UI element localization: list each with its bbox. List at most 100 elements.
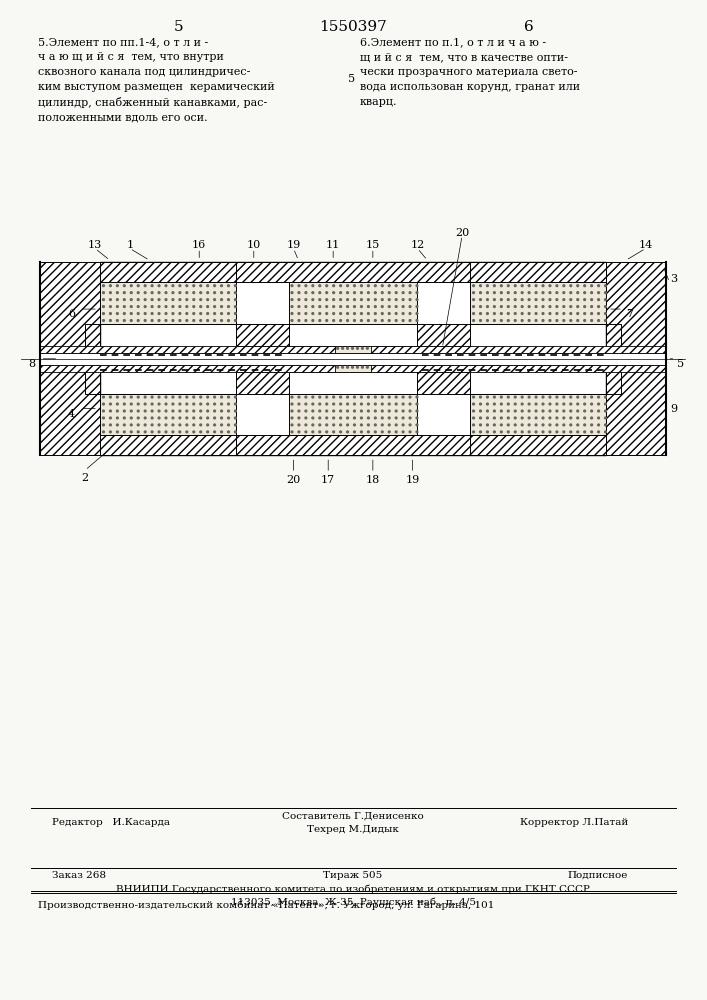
Circle shape (144, 424, 146, 426)
Circle shape (312, 403, 314, 405)
Circle shape (354, 313, 356, 314)
Text: Техред М.Дидык: Техред М.Дидык (307, 825, 399, 834)
Circle shape (179, 299, 181, 301)
Circle shape (473, 403, 474, 405)
Polygon shape (236, 324, 288, 346)
Circle shape (193, 320, 194, 321)
Circle shape (144, 299, 146, 301)
Circle shape (214, 431, 216, 433)
Circle shape (200, 403, 201, 405)
Circle shape (584, 403, 585, 405)
Circle shape (124, 292, 125, 294)
Circle shape (361, 320, 362, 321)
Circle shape (117, 285, 118, 287)
Circle shape (339, 299, 341, 301)
Circle shape (206, 424, 209, 426)
Circle shape (486, 313, 489, 314)
Circle shape (535, 313, 537, 314)
Circle shape (521, 410, 523, 412)
Polygon shape (288, 346, 335, 353)
Text: 15: 15 (366, 240, 380, 250)
Circle shape (214, 292, 216, 294)
Circle shape (351, 366, 354, 368)
Circle shape (479, 306, 481, 307)
Circle shape (305, 320, 307, 321)
Circle shape (200, 424, 201, 426)
Circle shape (591, 313, 592, 314)
Circle shape (298, 431, 300, 433)
Circle shape (479, 431, 481, 433)
Circle shape (130, 306, 132, 307)
Circle shape (361, 403, 362, 405)
Circle shape (235, 299, 236, 301)
Circle shape (158, 313, 160, 314)
Circle shape (103, 417, 105, 419)
Circle shape (591, 417, 592, 419)
Circle shape (542, 299, 544, 301)
Circle shape (591, 424, 592, 426)
Circle shape (381, 424, 383, 426)
Circle shape (165, 299, 167, 301)
Circle shape (193, 424, 194, 426)
Circle shape (200, 410, 201, 412)
Circle shape (549, 320, 551, 321)
Circle shape (130, 431, 132, 433)
Circle shape (521, 403, 523, 405)
Circle shape (165, 285, 167, 287)
Circle shape (165, 396, 167, 398)
Circle shape (354, 431, 356, 433)
Circle shape (319, 410, 321, 412)
Text: положенными вдоль его оси.: положенными вдоль его оси. (37, 112, 207, 122)
Circle shape (361, 306, 362, 307)
Circle shape (549, 417, 551, 419)
Text: 6: 6 (68, 309, 75, 319)
Circle shape (375, 299, 376, 301)
Circle shape (354, 299, 356, 301)
Circle shape (493, 313, 496, 314)
Circle shape (235, 313, 236, 314)
Circle shape (214, 424, 216, 426)
Circle shape (584, 292, 585, 294)
Bar (40, 353, 665, 365)
Circle shape (591, 396, 592, 398)
Circle shape (486, 410, 489, 412)
Text: 12: 12 (410, 240, 425, 250)
Circle shape (402, 396, 404, 398)
Polygon shape (470, 394, 606, 435)
Circle shape (339, 320, 341, 321)
Text: Производственно-издательский комбинат «Патент», г. Ужгород, ул. Гагарина, 101: Производственно-издательский комбинат «П… (37, 901, 494, 910)
Circle shape (528, 320, 530, 321)
Circle shape (388, 292, 390, 294)
Text: 113035, Москва, Ж-35, Раушская наб., п. 4/5: 113035, Москва, Ж-35, Раушская наб., п. … (230, 898, 476, 907)
Circle shape (570, 431, 572, 433)
Circle shape (172, 424, 174, 426)
Circle shape (298, 306, 300, 307)
Circle shape (291, 424, 293, 426)
Circle shape (514, 403, 516, 405)
Circle shape (486, 299, 489, 301)
Circle shape (110, 417, 111, 419)
Circle shape (584, 417, 585, 419)
Circle shape (298, 313, 300, 314)
Circle shape (319, 431, 321, 433)
Circle shape (137, 292, 139, 294)
Circle shape (597, 292, 600, 294)
Circle shape (298, 320, 300, 321)
Circle shape (409, 292, 411, 294)
Circle shape (508, 320, 509, 321)
Circle shape (103, 396, 105, 398)
Circle shape (354, 410, 356, 412)
Circle shape (179, 396, 181, 398)
Circle shape (416, 431, 418, 433)
Circle shape (124, 410, 125, 412)
Circle shape (493, 424, 496, 426)
Circle shape (563, 417, 565, 419)
Polygon shape (418, 372, 606, 394)
Circle shape (570, 292, 572, 294)
Circle shape (542, 313, 544, 314)
Circle shape (298, 417, 300, 419)
Polygon shape (335, 365, 371, 372)
Circle shape (402, 424, 404, 426)
Circle shape (110, 396, 111, 398)
Text: 13: 13 (88, 240, 103, 250)
